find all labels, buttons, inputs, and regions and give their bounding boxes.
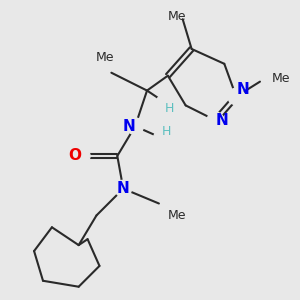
Text: Me: Me <box>272 72 290 85</box>
Circle shape <box>73 148 90 164</box>
Circle shape <box>154 130 170 146</box>
Text: O: O <box>69 148 82 164</box>
Circle shape <box>115 180 132 197</box>
Circle shape <box>228 88 244 105</box>
Text: H: H <box>165 102 174 116</box>
Text: N: N <box>122 119 135 134</box>
Circle shape <box>207 112 224 129</box>
Text: N: N <box>215 113 228 128</box>
Text: Me: Me <box>96 51 115 64</box>
Text: Me: Me <box>168 209 186 222</box>
Circle shape <box>157 94 173 111</box>
Text: N: N <box>236 82 249 97</box>
Circle shape <box>127 118 143 134</box>
Text: N: N <box>117 181 130 196</box>
Text: Me: Me <box>167 10 186 23</box>
Text: H: H <box>162 125 171 138</box>
